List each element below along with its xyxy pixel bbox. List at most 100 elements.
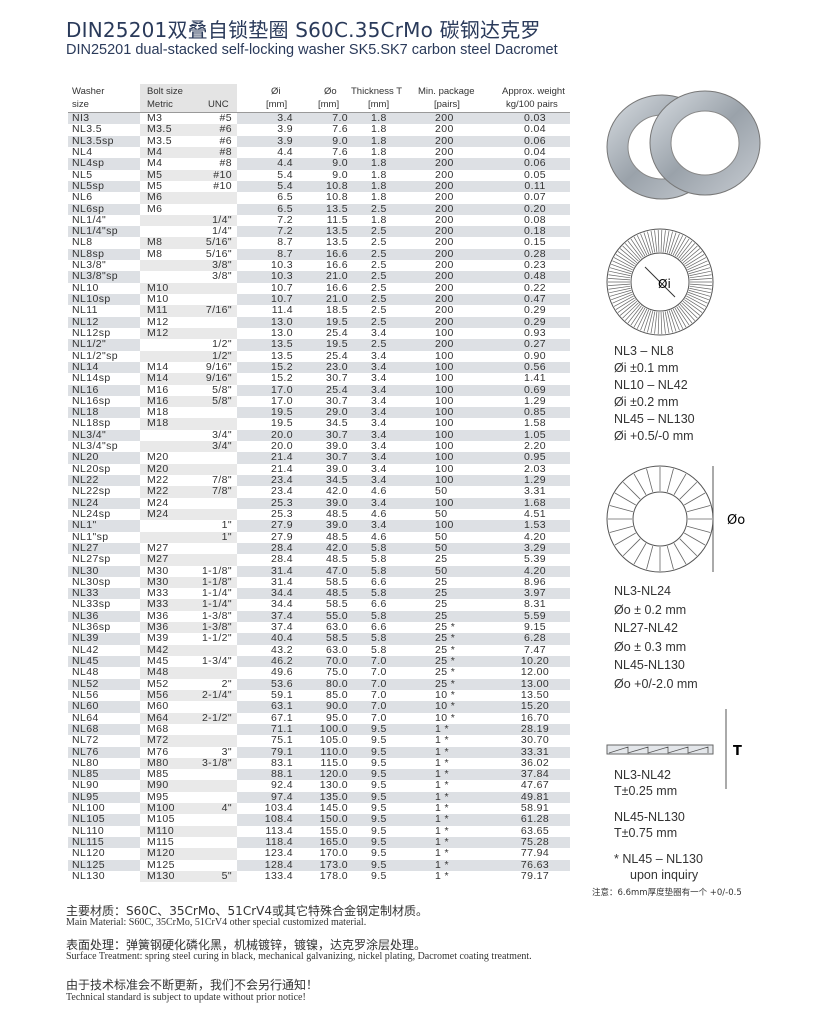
cell-inner-diameter: 108.4 [264, 813, 293, 826]
cell-metric: M68 [147, 722, 169, 735]
cell-outer-diameter: 48.5 [325, 553, 348, 566]
cell-thickness: 5.8 [371, 541, 387, 554]
cell-metric: M90 [147, 779, 169, 792]
cell-inner-diameter: 53.6 [270, 677, 293, 690]
table-row: NL27 M27 28.4 42.0 5.8 50 3.29 [68, 541, 570, 555]
cell-outer-diameter: 150.0 [319, 813, 348, 826]
cell-thickness: 2.5 [371, 270, 387, 283]
table-row: NL20 M20 21.4 30.7 3.4 100 0.95 [68, 451, 570, 464]
cell-min-package: 200 [435, 191, 454, 204]
cell-unc: 5/16" [205, 247, 232, 260]
cell-washer-size: NL8sp [72, 247, 105, 260]
cell-outer-diameter: 173.0 [319, 858, 348, 871]
table-row: NL20sp M20 21.4 39.0 3.4 100 2.03 [68, 462, 570, 475]
cell-metric: M6 [147, 191, 163, 204]
header-metric: Metric [147, 99, 173, 110]
cell-washer-size: NL5 [72, 168, 93, 181]
cell-washer-size: NL14sp [72, 372, 111, 385]
cell-min-package: 200 [435, 134, 454, 147]
cell-thickness: 1.8 [371, 112, 387, 124]
cell-weight: 47.67 [520, 779, 550, 792]
cell-weight: 0.04 [523, 123, 547, 136]
cell-inner-diameter: 133.4 [264, 869, 293, 882]
cell-outer-diameter: 90.0 [325, 700, 348, 713]
cell-min-package: 25 * [435, 677, 456, 690]
cell-weight: 0.23 [523, 259, 547, 272]
cell-washer-size: NL20sp [72, 462, 111, 475]
cell-min-package: 50 [435, 507, 448, 520]
cell-thickness: 6.6 [371, 621, 387, 634]
cell-inner-diameter: 83.1 [270, 756, 293, 769]
header-washer: Washer [72, 86, 105, 97]
cell-weight: 0.93 [523, 326, 547, 339]
cell-metric: M8 [147, 247, 163, 260]
table-row: NL3/8"sp 3/8" 10.3 21.0 2.5 200 0.48 [68, 270, 570, 283]
tol-text: upon inquiry [630, 868, 699, 882]
tol-text: T±0.25 mm [614, 784, 678, 798]
table-row: NL85 M85 88.1 120.0 9.5 1 * 37.84 [68, 768, 570, 781]
cell-thickness: 3.4 [371, 406, 387, 419]
cell-thickness: 9.5 [371, 790, 387, 803]
cell-min-package: 50 [435, 530, 448, 543]
header-do-unit: [mm] [318, 99, 340, 110]
cell-thickness: 3.4 [371, 519, 387, 532]
cell-washer-size: NL80 [72, 756, 99, 769]
cell-min-package: 1 * [435, 734, 450, 747]
table-row: NL95 M95 97.4 135.0 9.5 1 * 49.81 [68, 790, 570, 804]
cell-thickness: 7.0 [371, 711, 387, 724]
thickness-tolerance-notes: NL3-NL42 T±0.25 mm NL45-NL130 T±0.75 mm * … [614, 767, 703, 883]
cell-weight: 5.59 [523, 609, 547, 622]
cell-washer-size: NL39 [72, 632, 99, 645]
table-row: NL3/4" 3/4" 20.0 30.7 3.4 100 1.05 [68, 428, 570, 442]
cell-washer-size: NL18 [72, 406, 99, 419]
cell-unc: 5/8" [212, 383, 232, 396]
cell-unc: 1" [221, 519, 232, 532]
header-pkg-unit: [pairs] [434, 99, 460, 110]
cell-washer-size: NL16sp [72, 394, 111, 407]
cell-weight: 75.28 [520, 836, 550, 848]
cell-weight: 0.85 [523, 406, 547, 419]
cell-thickness: 3.4 [371, 496, 387, 509]
cell-unc: 3-1/8" [201, 756, 232, 769]
table-row: NL90 M90 92.4 130.0 9.5 1 * 47.67 [68, 779, 570, 792]
cell-thickness: 4.6 [371, 485, 387, 498]
di-label: Øi [658, 277, 671, 291]
cell-outer-diameter: 21.0 [325, 293, 348, 305]
cell-metric: M24 [147, 496, 169, 509]
cell-min-package: 200 [435, 157, 454, 170]
cell-outer-diameter: 135.0 [319, 790, 348, 803]
cell-min-package: 100 [435, 496, 454, 509]
table-row: NL8 M8 5/16" 8.7 13.5 2.5 200 0.15 [68, 237, 570, 249]
cell-washer-size: NL22 [72, 474, 99, 486]
washer-photo [606, 90, 761, 200]
cell-outer-diameter: 25.4 [325, 326, 348, 339]
cell-weight: 0.47 [523, 293, 547, 305]
header-di: Øi [271, 86, 281, 97]
table-row: NL18 M18 19.5 29.0 3.4 100 0.85 [68, 406, 570, 419]
cell-metric: M52 [147, 677, 169, 690]
cell-min-package: 200 [435, 281, 454, 294]
cell-metric: M22 [147, 474, 169, 486]
cell-weight: 0.29 [523, 315, 547, 328]
cell-thickness: 3.4 [371, 372, 387, 385]
cell-metric: M20 [147, 462, 169, 475]
cell-min-package: 100 [435, 451, 454, 464]
cell-weight: 1.05 [523, 428, 547, 441]
cell-min-package: 100 [435, 394, 454, 407]
cell-inner-diameter: 25.3 [270, 496, 293, 509]
cell-washer-size: NL85 [72, 768, 99, 781]
cell-metric: M100 [147, 802, 175, 815]
cell-inner-diameter: 27.9 [270, 519, 293, 532]
cell-thickness: 7.0 [371, 666, 387, 679]
cell-unc: 1" [221, 530, 232, 543]
cell-thickness: 7.0 [371, 700, 387, 713]
header-package: Min. package [418, 86, 475, 97]
cell-unc: #10 [213, 168, 232, 181]
cell-inner-diameter: 3.9 [277, 123, 293, 136]
table-row: NL33sp M33 1-1/4" 34.4 58.5 6.6 25 8.31 [68, 599, 570, 611]
cell-weight: 6.28 [523, 632, 547, 645]
cell-min-package: 1 * [435, 745, 450, 758]
cell-washer-size: NL3.5sp [72, 134, 114, 147]
cell-outer-diameter: 30.7 [325, 428, 348, 441]
cell-washer-size: NL22sp [72, 485, 111, 498]
